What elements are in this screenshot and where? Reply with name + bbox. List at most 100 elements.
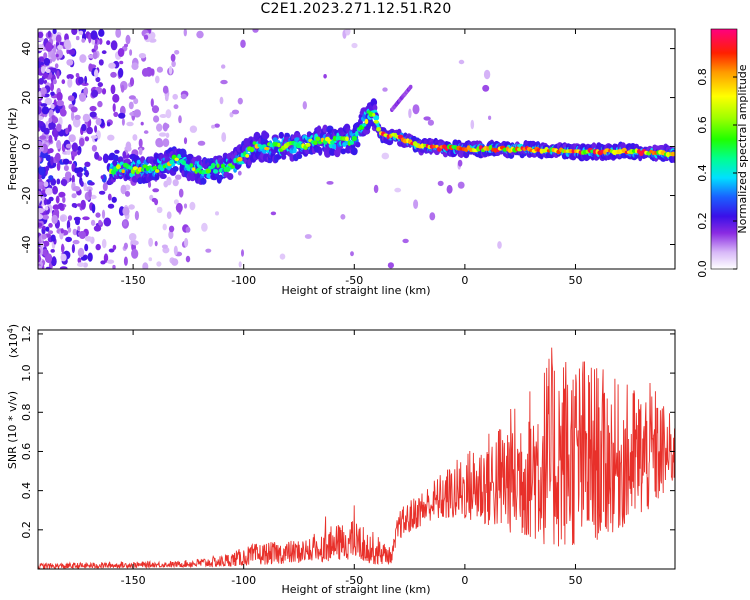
figure-title: C2E1.2023.271.12.51.R20 — [260, 1, 452, 17]
spectrogram-cell — [38, 181, 44, 186]
spectrogram-cell — [48, 121, 56, 130]
spectrogram-cell — [132, 166, 138, 171]
spectrogram-cell — [93, 225, 102, 232]
y-tick-label: 0.2 — [20, 521, 33, 539]
spectrogram-cell — [58, 191, 66, 198]
spectrogram-cell — [332, 135, 337, 142]
spectrogram-cell — [574, 149, 578, 154]
y-tick-label: 40 — [20, 42, 33, 56]
spectrogram-cell — [205, 168, 212, 174]
spectrogram-cell — [67, 78, 73, 88]
spectrogram-cell — [40, 103, 48, 107]
spectrogram-cell — [60, 215, 65, 222]
spectrogram-cell — [128, 165, 133, 170]
spectrogram-cell — [218, 168, 223, 173]
spectrogram-cell — [56, 100, 64, 107]
spectrogram-cell — [376, 127, 382, 132]
spectrogram-cell — [154, 240, 158, 247]
spectrogram-cell — [41, 196, 45, 201]
spectrogram-cell — [482, 84, 490, 92]
spectrogram-cell — [386, 134, 390, 139]
spectrogram-cell — [81, 123, 87, 132]
spectrogram-cell — [78, 30, 84, 35]
spectrogram-cell — [216, 163, 220, 168]
spectrogram-cell — [54, 133, 58, 141]
spectrogram-cell — [177, 154, 182, 159]
spectrogram-cell — [196, 30, 204, 39]
spectrogram-cell — [143, 130, 149, 134]
spectrogram-cell — [118, 112, 126, 119]
spectrogram-cell — [43, 57, 51, 66]
spectrogram-cell — [50, 156, 54, 166]
spectrogram-cell — [159, 114, 167, 118]
spectrogram-cell — [156, 66, 163, 73]
spectrogram-cell — [200, 177, 207, 185]
spectrogram-cell — [51, 115, 56, 120]
spectrogram-cell — [72, 228, 78, 236]
snr-y-ticks: 0.2 0.4 0.6 0.8 1.0 1.2 — [20, 325, 675, 539]
spectrogram-cell — [60, 179, 68, 186]
spectrogram-cell — [183, 203, 188, 209]
spectrogram-cell — [292, 148, 297, 154]
spectrogram-cell — [82, 216, 90, 221]
y-tick-label: 0 — [20, 143, 33, 150]
spectrogram-cell — [72, 186, 81, 192]
spectrogram-cell — [121, 169, 125, 174]
spectrogram-cell — [50, 249, 55, 253]
spectrogram-cell — [71, 243, 75, 254]
spectrogram-cell — [86, 126, 93, 135]
y-tick-label: -20 — [20, 187, 33, 205]
spectrogram-cell — [134, 210, 139, 221]
spectrogram-cell — [122, 220, 128, 227]
spectrogram-cell — [185, 226, 191, 233]
spectrogram-cell — [61, 79, 66, 85]
spectrogram-cell — [129, 77, 135, 87]
spectrogram-cell — [77, 262, 85, 267]
spectrogram-cell — [100, 260, 106, 265]
spectrogram-cell — [48, 223, 53, 228]
spectrogram-cell — [166, 211, 172, 219]
spectrogram-cell — [165, 109, 172, 119]
spectrogram-cell — [183, 137, 188, 145]
spectrogram-cell — [62, 196, 66, 203]
spectrogram-cell — [74, 167, 80, 174]
spectrogram-cell — [355, 131, 359, 137]
spectrogram-cell — [71, 29, 78, 35]
y-tick-label: 20 — [20, 91, 33, 105]
spectrogram-cell — [152, 165, 158, 170]
spectrogram-cell — [38, 166, 45, 176]
spectrogram-cell — [68, 49, 76, 55]
spectrogram-cell — [174, 50, 180, 55]
spectrogram-cell — [279, 253, 286, 260]
spectrogram-cell — [497, 241, 502, 249]
spectrogram-cell — [402, 238, 409, 244]
spectrogram-cell — [168, 230, 174, 240]
spectrogram-cell — [185, 255, 191, 263]
spectrogram-cell — [117, 48, 125, 57]
spectrogram-cell — [106, 259, 115, 264]
spectrogram-cell — [151, 105, 160, 114]
spectrogram-cell — [189, 163, 194, 168]
spectrogram-cell — [173, 199, 179, 205]
spectrogram-cell — [302, 101, 307, 110]
spectrogram-cell — [41, 106, 50, 115]
spectrogram-cell — [40, 145, 44, 152]
spectrogram-cell — [420, 143, 425, 149]
spectrogram-cell — [81, 38, 86, 43]
spectrogram-cell — [77, 225, 81, 232]
spectrogram-cell — [171, 258, 179, 266]
spectrogram-x-axis-label: Height of straight line (km) — [281, 284, 430, 297]
spectrogram-cell — [219, 96, 224, 105]
spectrogram-cell — [126, 121, 134, 127]
snr-y-scale-note: (x104) — [6, 324, 20, 358]
spectrogram-cell — [81, 82, 89, 86]
spectrogram-cell — [130, 168, 135, 175]
spectrogram-cell — [110, 71, 117, 78]
spectrogram-cell — [52, 204, 60, 211]
spectrogram-cell — [262, 144, 267, 149]
spectrogram-cell — [169, 159, 175, 165]
spectrogram-cell — [107, 134, 115, 141]
spectrogram-cell — [79, 137, 85, 147]
spectrogram-cell — [72, 117, 81, 128]
